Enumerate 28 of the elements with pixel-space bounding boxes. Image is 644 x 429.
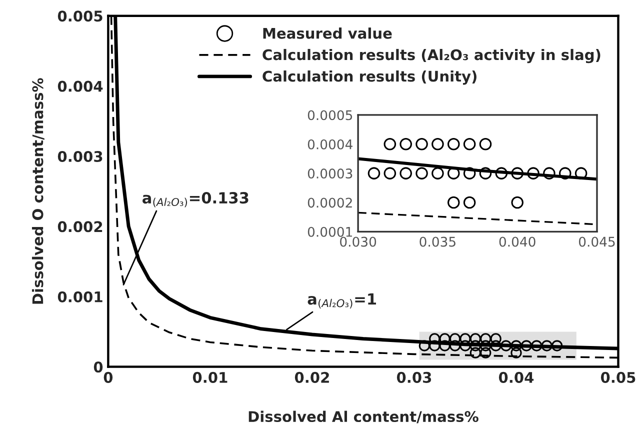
y-tick-label: 0.002	[58, 221, 102, 232]
y-tick-label: 0.005	[58, 10, 102, 22]
annotation: a$_{(Al₂O₃)}$=1	[308, 293, 376, 308]
x-tick-label: 0	[104, 372, 113, 383]
x-tick-label: 0.035	[420, 236, 456, 247]
y-tick-label: 0.004	[58, 80, 103, 92]
x-tick-label: 0.03	[396, 372, 432, 383]
legend-label: Measured value	[263, 28, 392, 39]
x-tick-label: 0.02	[294, 372, 329, 383]
y-tick-label: 0.003	[58, 150, 102, 162]
x-tick-label: 0.045	[578, 236, 615, 247]
legend-label: Calculation results (Unity)	[262, 70, 476, 85]
y-tick-label: 0.0001	[308, 226, 352, 237]
x-tick-label: 0.01	[192, 372, 228, 383]
x-tick-label: 0.04	[498, 372, 534, 383]
legend-label: Calculation results (Al₂O₃ activity in slag)	[262, 48, 600, 64]
y-axis-title: Dissolved O content/mass%	[32, 78, 44, 304]
y-tick-label: 0	[94, 362, 103, 373]
y-tick-label: 0.0004	[308, 139, 352, 150]
y-tick-label: 0.0002	[308, 198, 352, 208]
y-tick-label: 0.001	[58, 291, 102, 302]
x-tick-label: 0.030	[340, 236, 376, 247]
x-tick-label: 0.040	[499, 236, 536, 247]
y-tick-label: 0.0003	[308, 168, 352, 179]
annotation: a$_{(Al₂O₃)}$=0.133	[142, 192, 248, 208]
x-tick-label: 0.05	[600, 372, 636, 383]
x-axis-title: Dissolved Al content/mass%	[248, 410, 478, 424]
y-tick-label: 0.0005	[308, 110, 352, 120]
